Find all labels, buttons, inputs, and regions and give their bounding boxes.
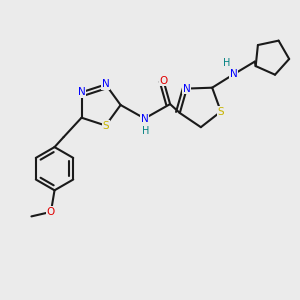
Text: N: N xyxy=(183,84,191,94)
Text: S: S xyxy=(218,106,224,117)
Text: H: H xyxy=(223,58,230,68)
Text: H: H xyxy=(142,126,150,136)
Text: S: S xyxy=(102,121,109,130)
Text: N: N xyxy=(141,113,148,124)
Text: N: N xyxy=(102,80,110,89)
Text: O: O xyxy=(159,76,168,86)
Text: N: N xyxy=(230,69,238,79)
Text: O: O xyxy=(47,207,55,217)
Text: N: N xyxy=(78,87,86,97)
